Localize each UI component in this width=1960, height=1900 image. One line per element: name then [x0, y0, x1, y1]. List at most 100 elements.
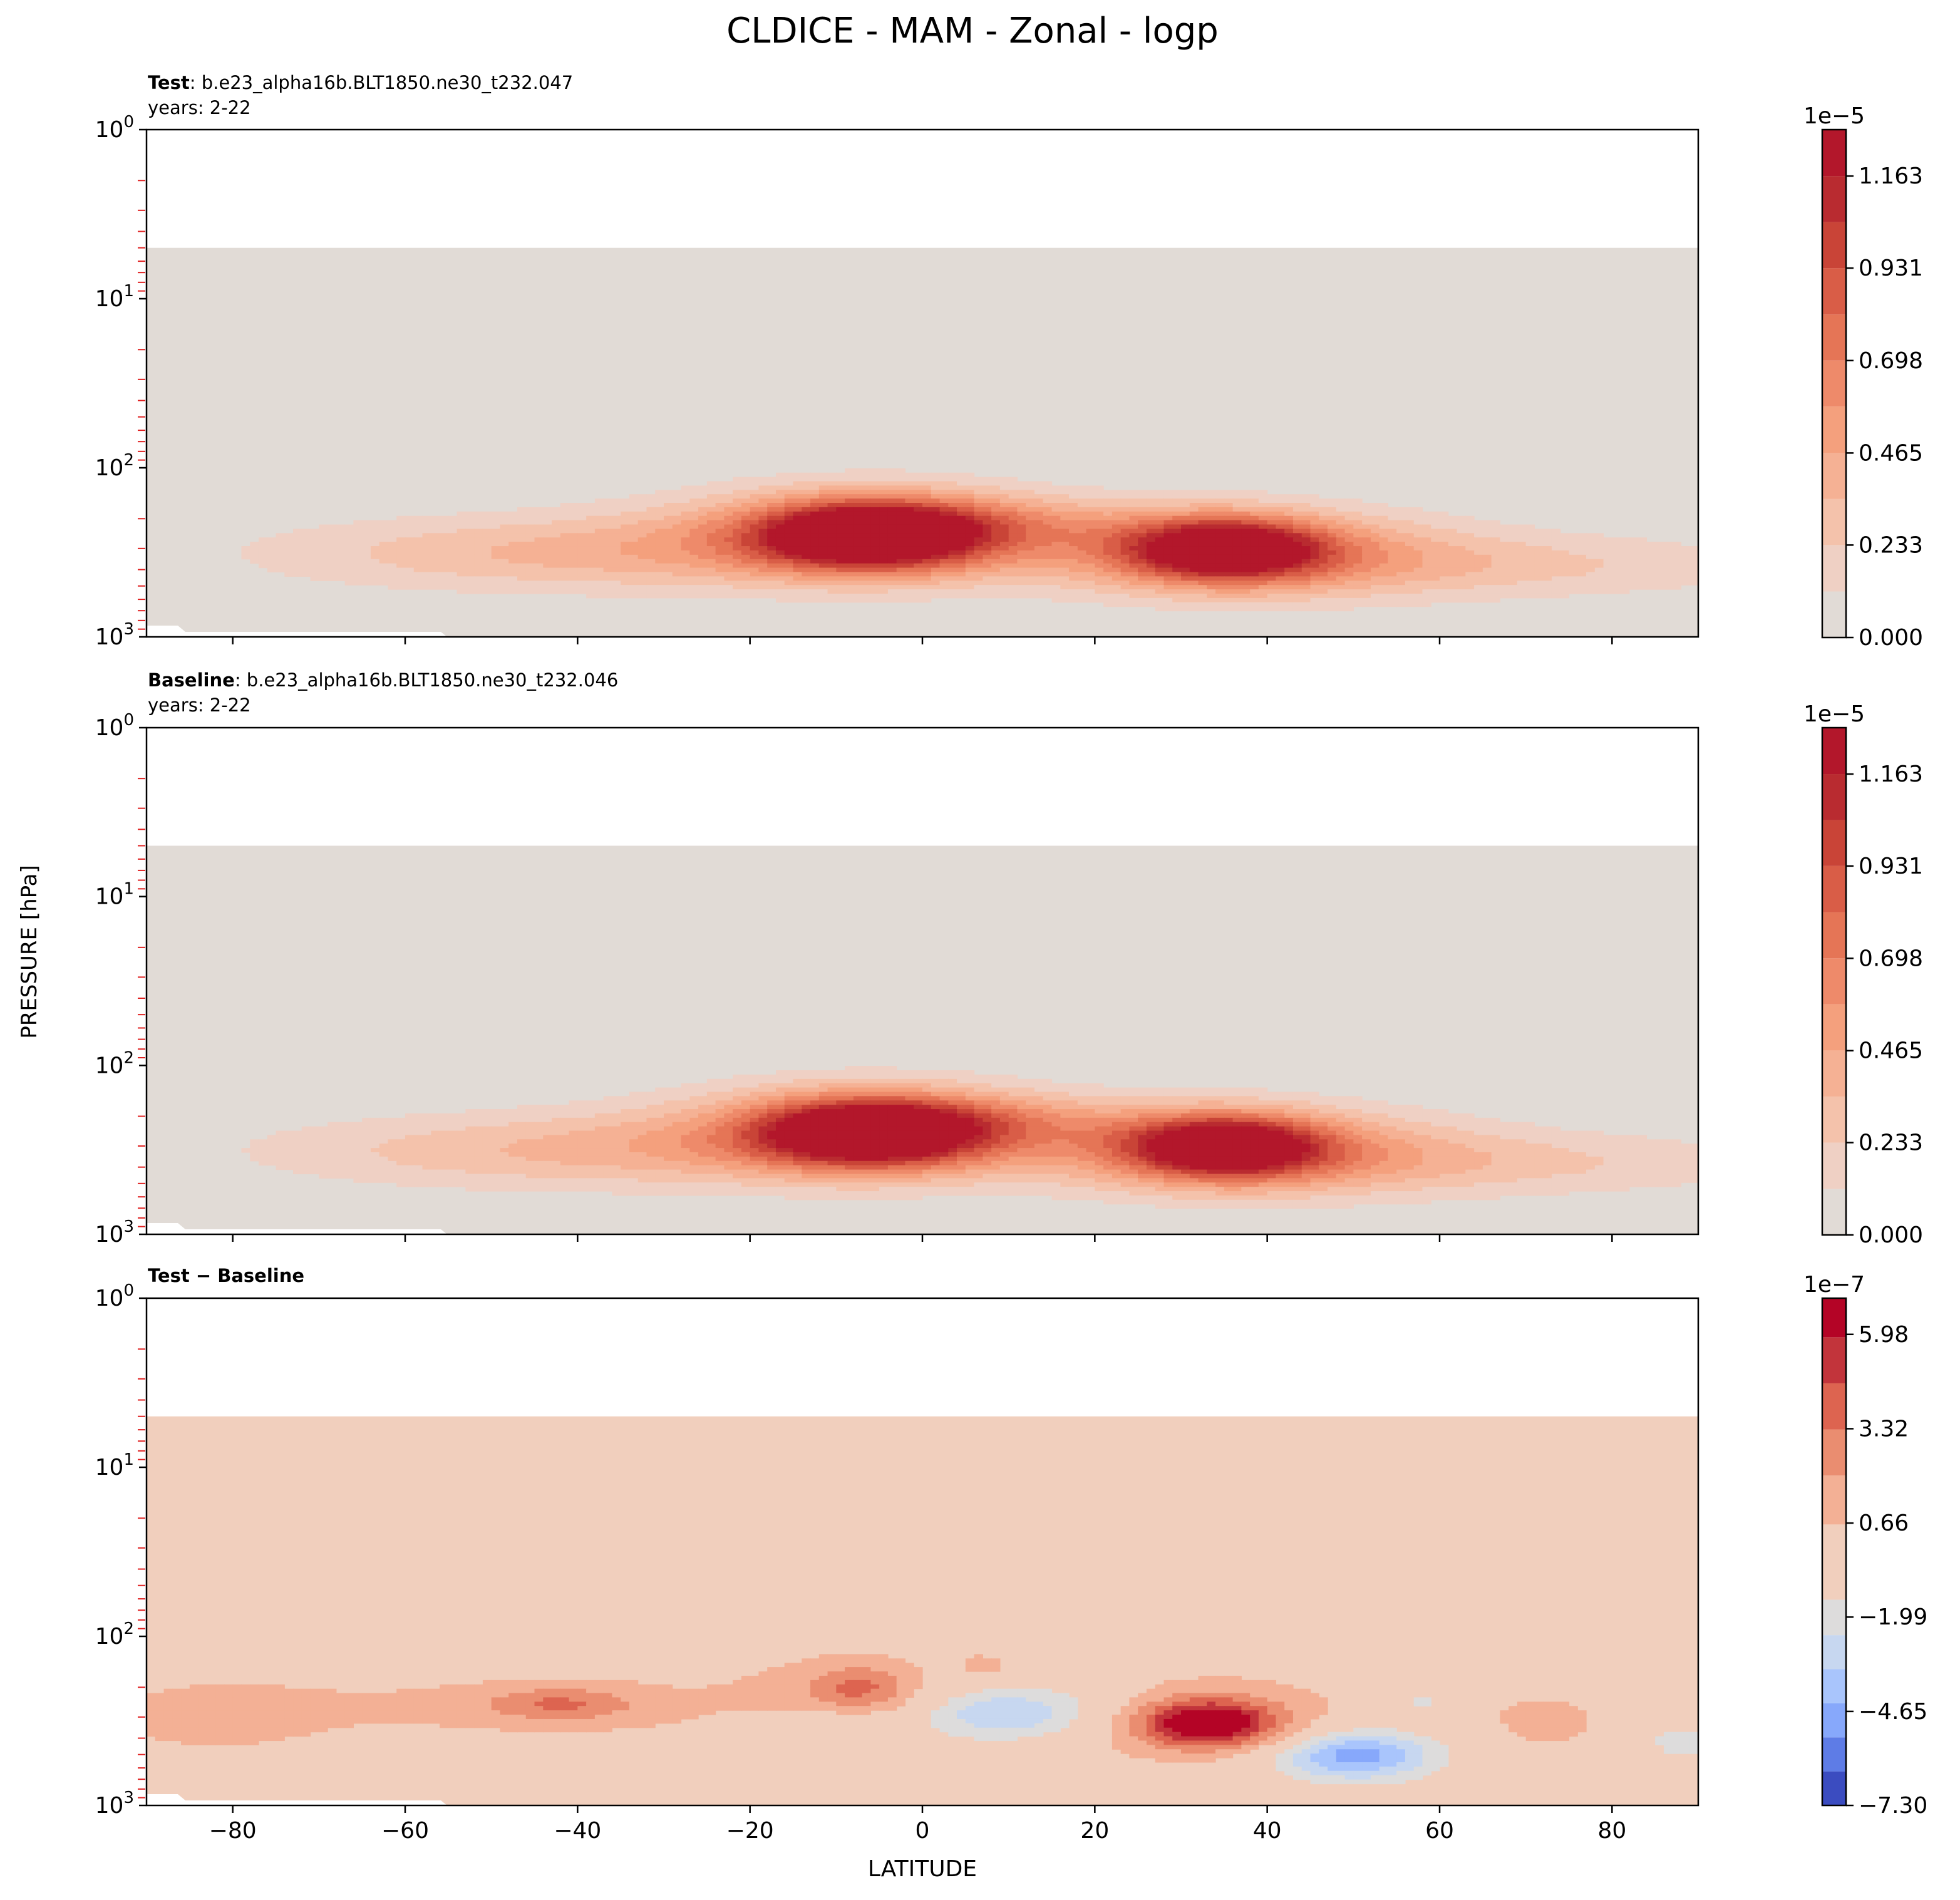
contour-cell [1319, 537, 1328, 542]
contour-cell [706, 581, 716, 586]
contour-cell [1069, 559, 1078, 564]
contour-cell [1594, 533, 1604, 538]
contour-cell [1224, 585, 1234, 590]
contour-cell [999, 1078, 1009, 1084]
contour-cell [818, 567, 828, 573]
contour-cell [862, 1105, 871, 1110]
contour-cell [1215, 593, 1225, 599]
contour-cell [301, 572, 311, 577]
contour-cell [1551, 537, 1561, 542]
contour-cell [784, 515, 794, 521]
contour-cell [440, 529, 449, 534]
contour-cell [818, 1117, 828, 1123]
contour-cell [422, 567, 431, 573]
contour-cell [802, 593, 811, 599]
contour-cell [1008, 507, 1018, 512]
contour-cell [741, 1078, 751, 1084]
contour-cell [931, 1117, 941, 1123]
contour-cell [621, 572, 630, 577]
contour-cell [879, 520, 889, 525]
contour-cell [887, 542, 897, 547]
contour-cell [810, 1096, 820, 1101]
contour-cell [1370, 537, 1380, 542]
contour-cell [836, 559, 845, 564]
contour-cell [491, 1113, 501, 1118]
contour-cell [1258, 589, 1268, 594]
contour-cell [879, 542, 889, 547]
contour-cell [1129, 515, 1138, 521]
contour-cell [1155, 503, 1165, 508]
contour-cell [1224, 537, 1234, 542]
contour-cell [1189, 1117, 1199, 1123]
contour-cell [456, 546, 466, 551]
contour-cell [646, 581, 656, 586]
contour-cell [1207, 1109, 1216, 1114]
contour-cell [422, 559, 431, 564]
contour-cell [1594, 585, 1604, 590]
contour-cell [1629, 554, 1639, 560]
colorbar-tick-label: 0.000 [1859, 625, 1923, 651]
contour-cell [388, 585, 397, 590]
contour-cell [552, 554, 561, 560]
contour-cell [1543, 581, 1552, 586]
contour-cell [1413, 554, 1423, 560]
contour-cell [836, 485, 845, 490]
contour-cell [706, 585, 716, 590]
contour-cell [1051, 546, 1061, 551]
contour-cell [1276, 1122, 1285, 1127]
contour-cell [1060, 529, 1070, 534]
contour-cell [853, 533, 863, 538]
contour-cell [370, 520, 380, 525]
contour-cell [1457, 1113, 1466, 1118]
contour-cell [991, 494, 1001, 499]
contour-cell [750, 567, 760, 573]
contour-cell [1051, 589, 1061, 594]
contour-cell [560, 559, 570, 564]
contour-cell [818, 1074, 828, 1080]
contour-cell [1292, 1113, 1302, 1118]
contour-cell [336, 542, 346, 547]
contour-cell [922, 1113, 932, 1118]
contour-cell [612, 554, 621, 560]
contour-cell [1232, 1092, 1242, 1097]
contour-cell [629, 572, 639, 577]
contour-cell [1379, 589, 1388, 594]
contour-cell [974, 1109, 983, 1114]
contour-cell [388, 559, 397, 564]
contour-cell [1388, 520, 1397, 525]
contour-cell [517, 554, 527, 560]
contour-cell [405, 585, 415, 590]
contour-cell [1138, 576, 1147, 581]
contour-cell [431, 585, 440, 590]
contour-cell [862, 593, 871, 599]
contour-cell [1431, 597, 1440, 603]
contour-cell [1198, 606, 1207, 612]
contour-cell [1310, 581, 1319, 586]
contour-cell [1336, 554, 1346, 560]
contour-cell [775, 585, 785, 590]
contour-cell [534, 542, 544, 547]
contour-cell [1241, 490, 1251, 495]
contour-cell [1241, 511, 1251, 517]
contour-cell [1482, 597, 1492, 603]
contour-cell [879, 1105, 889, 1110]
contour-cell [1207, 529, 1216, 534]
contour-cell [957, 537, 966, 542]
contour-cell [914, 1113, 923, 1118]
contour-cell [1129, 520, 1138, 525]
contour-cell [1370, 563, 1380, 569]
contour-cell [991, 515, 1001, 521]
contour-cell [827, 1078, 837, 1084]
contour-cell [706, 1122, 716, 1127]
contour-cell [629, 1109, 639, 1114]
contour-cell [689, 494, 699, 499]
contour-cell [1095, 593, 1104, 599]
contour-cell [1138, 1100, 1147, 1105]
contour-cell [594, 554, 604, 560]
contour-cell [336, 554, 346, 560]
contour-cell [914, 494, 923, 499]
contour-cell [1241, 1117, 1251, 1123]
contour-cell [922, 563, 932, 569]
contour-cell [465, 576, 475, 581]
contour-cell [724, 1113, 733, 1118]
